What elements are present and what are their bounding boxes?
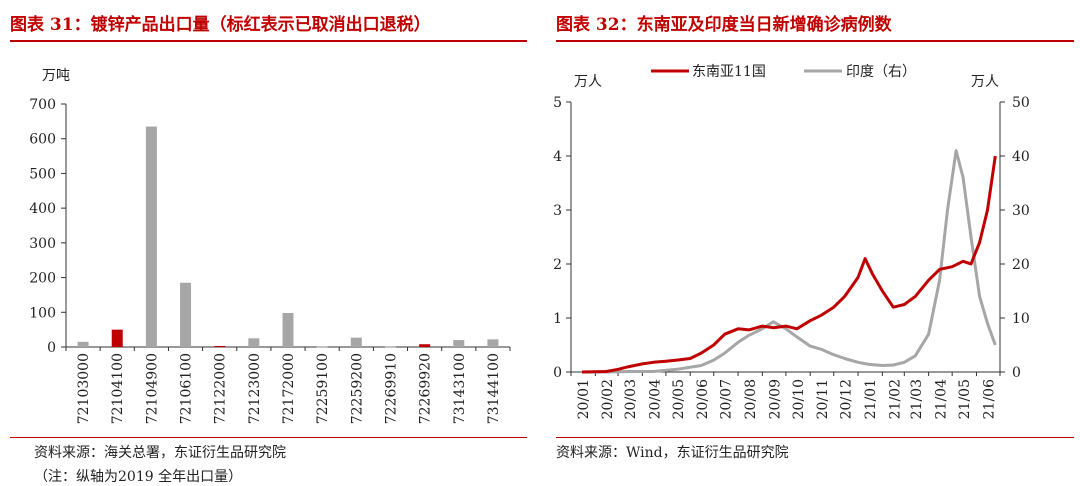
right-source: 资料来源：Wind，东证衍生品研究院: [556, 445, 789, 461]
right-figure-title: 图表 32：东南亚及印度当日新增确诊病例数: [556, 15, 892, 35]
bar-x-tick-label: 72269910: [383, 353, 399, 424]
line-x-tick-label: 20/02: [600, 379, 616, 419]
line-right-y-tick-label: 0: [1012, 365, 1021, 381]
line-left-unit-label: 万人: [574, 74, 602, 90]
line-right-y-tick-label: 10: [1012, 311, 1030, 327]
bar: [145, 126, 157, 347]
line-x-tick-label: 20/11: [815, 379, 831, 419]
bar-y-tick-label: 700: [29, 97, 56, 113]
bar: [248, 338, 260, 347]
bar-y-tick-label: 0: [47, 340, 56, 356]
line-right-unit-label: 万人: [971, 74, 999, 90]
bar-x-tick-label: 72103000: [76, 353, 92, 424]
bar: [453, 340, 465, 347]
line-x-tick-label: 20/07: [719, 379, 735, 419]
line-x-tick-label: 20/12: [839, 379, 855, 419]
bar-x-tick-label: 72172000: [281, 353, 297, 424]
bar-x-tick-label: 73144100: [486, 353, 502, 424]
line-x-tick-label: 21/01: [863, 379, 879, 419]
bar: [180, 282, 192, 347]
bar: [487, 339, 499, 347]
line-left-y-tick-label: 3: [553, 203, 562, 219]
bar: [384, 346, 396, 348]
right-source-rule: [556, 437, 1074, 438]
line-x-tick-label: 21/06: [981, 379, 997, 419]
bar-x-tick-label: 72122000: [213, 353, 229, 424]
bar-x-tick-label: 72269920: [418, 353, 434, 424]
bar-x-tick-label: 72123000: [247, 353, 263, 424]
bar-y-tick-label: 200: [29, 271, 56, 287]
bar-x-tick-label: 72259200: [349, 353, 365, 424]
line-right-y-tick-label: 40: [1012, 149, 1030, 165]
bar-x-tick-label: 73143100: [452, 353, 468, 424]
bar: [111, 329, 123, 347]
left-note: （注：纵轴为2019 全年出口量）: [34, 469, 243, 485]
line-x-tick-label: 20/10: [791, 379, 807, 419]
bar: [350, 337, 362, 347]
line-x-tick-label: 20/06: [695, 379, 711, 419]
left-source-rule: [10, 437, 527, 438]
series-line-india: [582, 149, 997, 374]
line-left-y-tick-label: 2: [553, 257, 562, 273]
bar-x-tick-label: 72104900: [144, 353, 160, 424]
line-x-tick-label: 21/04: [934, 379, 950, 419]
line-left-y-tick-label: 4: [553, 149, 562, 165]
bar: [77, 341, 89, 347]
line-x-tick-label: 20/04: [647, 379, 663, 419]
line-x-tick-label: 20/01: [576, 379, 592, 419]
bar-x-tick-label: 72259100: [315, 353, 331, 424]
right-panel: 图表 32：东南亚及印度当日新增确诊病例数 万人 万人 东南亚11国 印度（右） 0 1 2…: [546, 0, 1080, 483]
series-line-sea: [581, 155, 997, 374]
bar-y-tick-label: 100: [29, 305, 56, 321]
right-title-rule: [556, 40, 1074, 42]
bar-x-tick-label: 72106100: [179, 353, 195, 424]
bar: [316, 346, 328, 348]
line-x-tick-label: 21/05: [957, 379, 973, 419]
line-x-tick-label: 20/09: [767, 379, 783, 419]
bar-y-tick-label: 500: [29, 166, 56, 182]
line-left-y-tick-label: 1: [553, 311, 562, 327]
bar-chart: 万吨 0 100 200 300 400 500 600 700 72103000 72104100…: [29, 68, 511, 424]
bar-y-unit-label: 万吨: [42, 68, 70, 84]
line-x-tick-label: 21/03: [909, 379, 925, 419]
line-left-y-tick-label: 0: [553, 365, 562, 381]
left-figure-title: 图表 31：镀锌产品出口量（标红表示已取消出口退税）: [10, 15, 431, 35]
legend-label-sea: 东南亚11国: [692, 64, 766, 80]
line-x-tick-label: 20/08: [743, 379, 759, 419]
line-x-tick-label: 21/02: [887, 379, 903, 419]
left-title-rule: [10, 40, 527, 42]
line-left-y-tick-label: 5: [553, 95, 562, 111]
bar: [214, 345, 226, 347]
bar: [282, 312, 294, 347]
line-right-y-tick-label: 50: [1012, 95, 1030, 111]
legend-label-india: 印度（右）: [846, 64, 916, 80]
bar-y-tick-label: 600: [29, 132, 56, 148]
bar-y-tick-label: 400: [29, 201, 56, 217]
bar-x-tick-label: 72104100: [110, 353, 126, 424]
bar-y-tick-label: 300: [29, 236, 56, 252]
line-x-tick-label: 20/03: [623, 379, 639, 419]
left-panel: 图表 31：镀锌产品出口量（标红表示已取消出口退税） 万吨 0 100 200 300 4…: [0, 0, 533, 485]
bar: [419, 344, 431, 347]
line-right-y-tick-label: 30: [1012, 203, 1030, 219]
line-x-tick-label: 20/05: [671, 379, 687, 419]
line-right-y-tick-label: 20: [1012, 257, 1030, 273]
left-source: 资料来源：海关总署，东证衍生品研究院: [34, 445, 286, 461]
